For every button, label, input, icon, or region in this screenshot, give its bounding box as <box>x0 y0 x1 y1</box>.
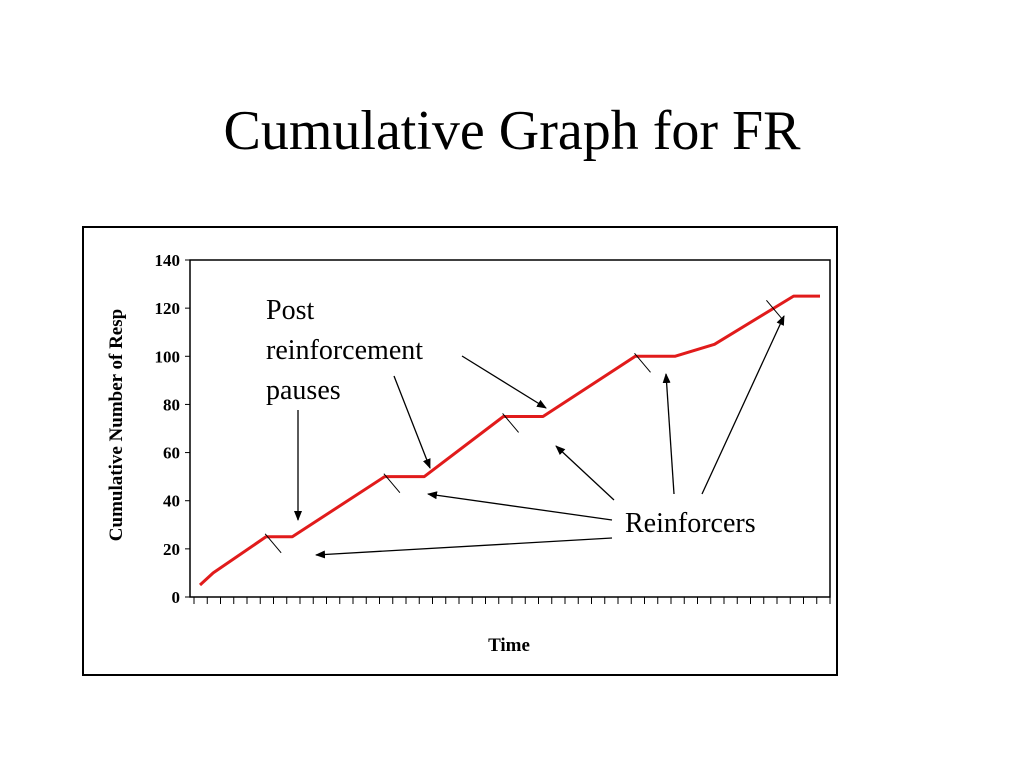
y-tick-label: 0 <box>172 588 181 607</box>
y-tick-label: 120 <box>155 299 181 318</box>
annotation-pause-line: Post <box>266 295 314 326</box>
annotation-arrow <box>393 375 431 469</box>
y-tick-label: 60 <box>163 444 180 463</box>
annotation-arrow <box>555 445 615 501</box>
y-tick-label: 100 <box>155 347 181 366</box>
reinforcer-mark <box>264 533 282 554</box>
reinforcer-mark <box>383 473 401 493</box>
plot-area <box>189 259 831 598</box>
y-tick-label: 40 <box>163 492 180 511</box>
axes: 0 20 40 60 80 100 120 140 <box>155 251 831 607</box>
y-tick-label: 140 <box>155 251 181 270</box>
x-axis-ticks <box>193 597 831 604</box>
annotation-arrow <box>427 491 613 521</box>
slide-title: Cumulative Graph for FR <box>223 100 801 162</box>
y-tick-label: 20 <box>163 540 180 559</box>
reinforcer-mark <box>634 352 651 373</box>
y-axis-title: Cumulative Number of Resp <box>106 309 127 541</box>
annotation-pause-line: reinforcement <box>266 335 423 366</box>
annotation-arrow <box>662 373 675 495</box>
annotation-arrow <box>701 315 785 495</box>
annotation-arrow <box>315 537 613 559</box>
labels: Time Cumulative Number of Resp Post reinfor… <box>106 295 756 656</box>
annotation-arrow <box>461 355 547 409</box>
series-layer <box>198 294 820 587</box>
reinforcer-mark <box>502 413 519 433</box>
series-line <box>198 294 820 587</box>
annotation-pause-line: pauses <box>266 375 341 406</box>
y-tick-label: 80 <box>163 395 180 414</box>
annotation-reinforcers: Reinforcers <box>625 508 756 539</box>
annotation-arrows <box>294 315 785 559</box>
x-axis-title: Time <box>488 635 530 656</box>
